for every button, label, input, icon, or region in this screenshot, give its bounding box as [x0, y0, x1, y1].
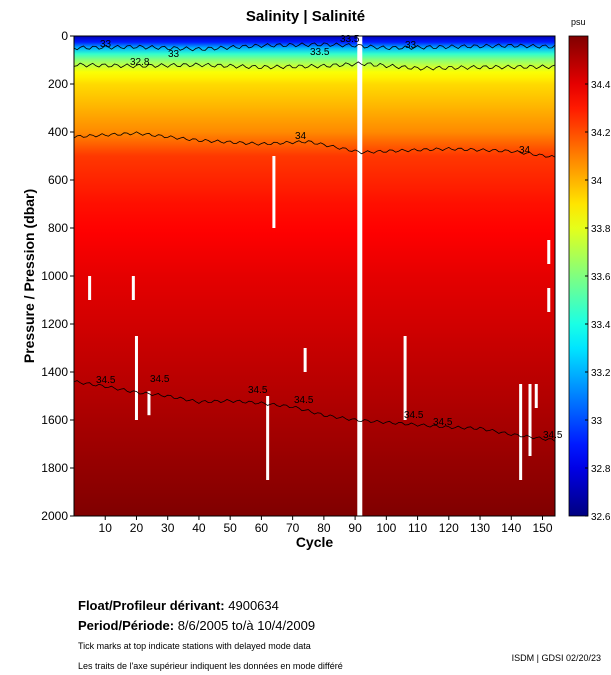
contour-label: 34.5 [433, 417, 453, 428]
contour-label: 33 [168, 49, 180, 60]
x-tick-label: 40 [192, 521, 206, 535]
x-tick-label: 70 [286, 521, 300, 535]
chart-title: Salinity | Salinité [245, 8, 366, 25]
x-tick-label: 60 [255, 521, 269, 535]
y-tick-label: 200 [48, 77, 68, 91]
data-gap [528, 384, 532, 456]
y-tick-label: 2000 [41, 509, 68, 523]
contour-line [73, 42, 556, 52]
x-tick-label: 130 [470, 521, 490, 535]
colorbar-tick-label: 33.4 [591, 320, 611, 331]
x-tick-label: 10 [99, 521, 113, 535]
note-english: Tick marks at top indicate stations with… [78, 641, 311, 651]
period-info: Period/Période: 8/6/2005 to/à 10/4/2009 [78, 618, 315, 633]
contour-label: 34.5 [543, 430, 563, 441]
contour-line [73, 61, 556, 71]
contour-label: 34 [295, 131, 307, 142]
x-tick-label: 100 [376, 521, 396, 535]
data-gap [266, 396, 270, 480]
contour-label: 33 [100, 39, 112, 50]
colorbar-tick-label: 33 [591, 416, 603, 427]
x-tick-label: 110 [408, 521, 427, 535]
contour-label: 32.8 [130, 57, 150, 68]
y-axis-label: Pressure / Pression (dbar) [21, 189, 37, 363]
heatmap-field [74, 36, 555, 516]
contour-label: 34 [519, 145, 531, 156]
period-label: Period/Période: [78, 618, 175, 633]
colorbar-tick-label: 34.2 [591, 128, 611, 139]
colorbar-tick-label: 32.6 [591, 512, 611, 523]
credit: ISDM | GDSI 02/20/23 [511, 653, 601, 663]
contour-label: 33.5 [340, 34, 360, 45]
contour-line [73, 131, 556, 158]
data-gap [131, 276, 135, 300]
data-gap [303, 348, 307, 372]
data-gap [88, 276, 92, 300]
contour-label: 34.5 [294, 395, 314, 406]
float-info: Float/Profileur dérivant: 4900634 [78, 598, 279, 613]
x-tick-label: 30 [161, 521, 175, 535]
contour-label: 33 [405, 40, 417, 51]
x-tick-label: 120 [439, 521, 459, 535]
data-gap [134, 336, 138, 420]
colorbar-tick-label: 33.6 [591, 272, 611, 283]
contour-line [73, 380, 556, 442]
y-tick-label: 600 [48, 173, 68, 187]
x-tick-label: 20 [130, 521, 144, 535]
colorbar-tick-label: 32.8 [591, 464, 611, 475]
x-axis-label: Cycle [296, 534, 334, 550]
data-gap [547, 288, 551, 312]
y-tick-label: 400 [48, 125, 68, 139]
colorbar-tick-label: 33.8 [591, 224, 611, 235]
y-tick-label: 1600 [41, 413, 68, 427]
data-gap [519, 384, 523, 480]
x-tick-label: 140 [501, 521, 521, 535]
data-gap [272, 156, 276, 228]
contour-label: 34.5 [248, 385, 268, 396]
x-tick-label: 80 [317, 521, 331, 535]
colorbar-tick-label: 34 [591, 176, 603, 187]
data-gap [534, 384, 538, 408]
y-tick-label: 1400 [41, 365, 68, 379]
colorbar-tick-label: 33.2 [591, 368, 611, 379]
contour-label: 34.5 [150, 374, 170, 385]
colorbar-unit: psu [571, 17, 586, 27]
float-label: Float/Profileur dérivant: [78, 598, 225, 613]
note-french: Les traits de l'axe supérieur indiquent … [78, 661, 343, 671]
colorbar-tick-label: 34.4 [591, 80, 611, 91]
y-tick-label: 0 [61, 29, 68, 43]
data-gap [357, 36, 363, 516]
data-gap [403, 336, 407, 420]
y-tick-label: 1200 [41, 317, 68, 331]
x-tick-label: 90 [348, 521, 362, 535]
x-tick-label: 150 [532, 521, 552, 535]
data-gap [147, 391, 151, 416]
y-tick-label: 800 [48, 221, 68, 235]
x-tick-label: 50 [223, 521, 237, 535]
contour-label: 34.5 [96, 375, 116, 386]
y-tick-label: 1800 [41, 461, 68, 475]
contour-label: 33.5 [310, 47, 330, 58]
period-value: 8/6/2005 to/à 10/4/2009 [177, 618, 316, 633]
contour-label: 34.5 [404, 410, 424, 421]
float-id: 4900634 [228, 598, 279, 613]
y-tick-label: 1000 [41, 269, 68, 283]
data-gap [547, 240, 551, 264]
